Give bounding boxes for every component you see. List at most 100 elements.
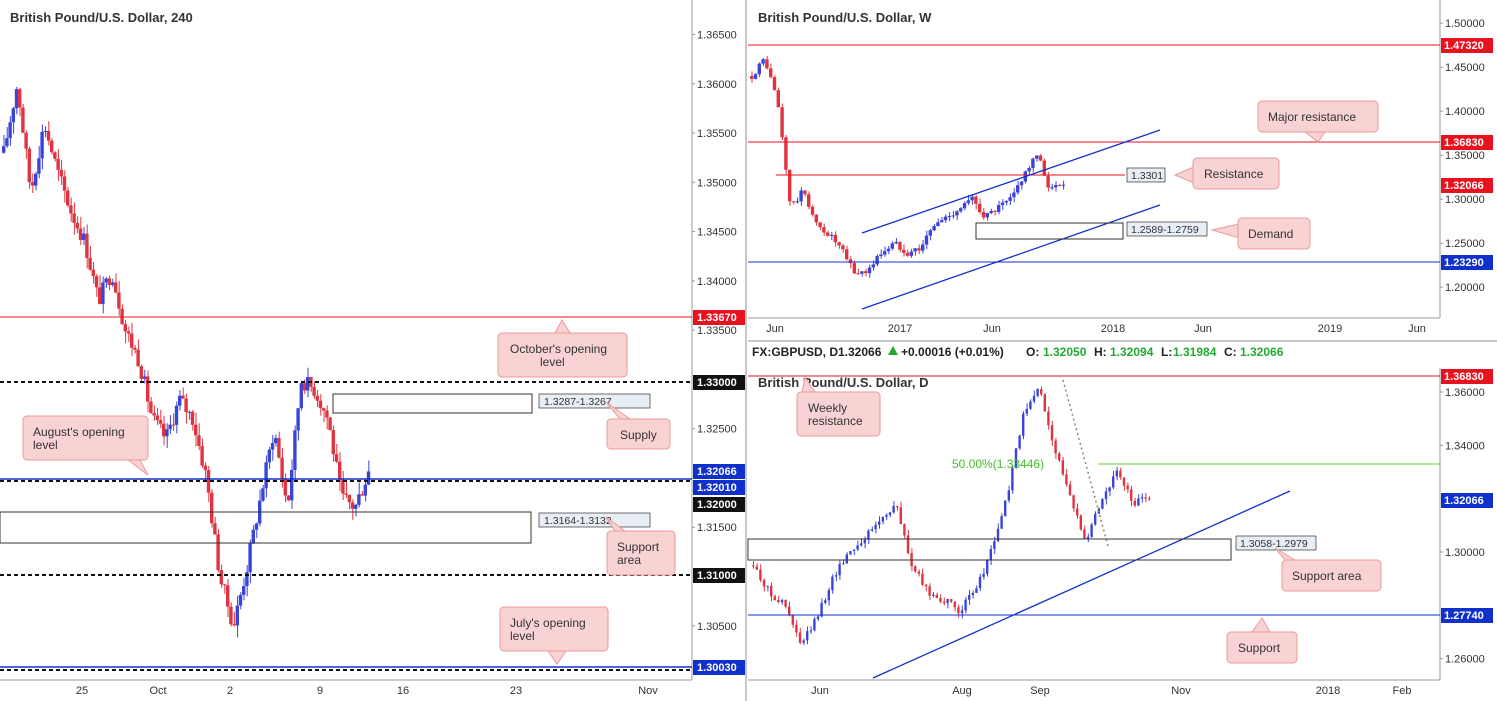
weekly-price-tags: 1.47320 1.36830 1.32066 1.23290 [1441,38,1493,270]
h4-x-ticks: 25 Oct 2 9 16 23 Nov [76,685,658,697]
candle-body [34,173,38,186]
candle-body [788,606,791,616]
candle-body [1014,448,1018,469]
candle-body [248,543,252,573]
candle-body [966,200,970,204]
candle-body [1040,389,1043,395]
candle-body [158,420,163,424]
candle-body [178,395,182,406]
candle-body [1042,160,1046,176]
daily-up-arrow-icon [888,346,898,355]
candle-body [123,324,127,332]
candle-body [827,590,830,601]
daily-low: 1.31984 [1173,345,1217,359]
candle-body [842,563,845,565]
candle-body [924,235,929,245]
candle-body [5,138,9,147]
candle-body [66,190,70,206]
candle-body [24,132,28,149]
x-tick-label: Nov [638,685,658,697]
weekly-resistance-text-1: Weekly [808,401,847,415]
candle-body [898,241,902,250]
candle-body [799,190,803,202]
x-tick-label: Jun [983,323,1001,335]
candle-body [879,254,883,257]
y-tick-label: 1.25000 [1445,238,1485,250]
weekly-tag-132066: 1.32066 [1444,180,1484,192]
candle-body [91,269,95,277]
candle-body [94,276,99,288]
x-tick-label: 9 [317,685,323,697]
weekly-channel-top [861,129,1161,234]
x-tick-label: Nov [1171,685,1191,697]
candle-body [187,411,191,413]
y-tick-label: 1.33500 [697,325,737,337]
candle-body [806,631,809,641]
candle-body [136,349,140,367]
candle-body [1140,497,1144,499]
x-tick-label: Jun [1408,323,1426,335]
candle-body [932,226,936,231]
candle-body [795,624,798,633]
candle-body [315,395,319,401]
y-tick-label: 1.30500 [697,621,737,633]
y-tick-label: 1.40000 [1445,106,1485,118]
candle-body [896,505,899,508]
candle-body [902,249,906,253]
candle-body [841,245,845,250]
candle-body [750,76,754,79]
daily-fib-swing-line [1062,379,1109,547]
candle-body [245,572,249,587]
candle-body [190,411,195,425]
candle-body [892,505,895,513]
daily-tag-132066: 1.32066 [1444,495,1484,507]
candle-body [254,523,259,530]
candle-body [360,494,364,496]
candle-body [759,569,762,581]
candle-body [130,333,134,348]
candle-body [293,430,297,471]
candle-body [989,549,992,561]
candle-body [1115,470,1118,477]
candle-body [989,210,993,214]
candle-body [856,545,859,550]
daily-trendline [872,490,1291,679]
weekly-resistance-text-2: resistance [808,414,863,428]
y-tick-label: 1.35000 [1445,150,1485,162]
candle-body [107,278,111,285]
candle-body [165,429,169,437]
candle-body [770,585,773,597]
candle-body [845,249,849,260]
candle-body [350,502,355,509]
candle-body [864,271,868,274]
candle-body [40,131,44,159]
daily-symbol: FX:GBPUSD, D [752,345,838,359]
candle-body [788,169,792,202]
weekly-demand-zone [975,222,1124,240]
y-tick-label: 1.50000 [1445,18,1485,30]
candle-body [953,601,956,608]
candle-body [8,122,12,139]
weekly-channel-bottom [861,204,1161,310]
candle-body [1079,515,1082,530]
candle-body [899,507,902,525]
candle-body [88,258,92,270]
candle-body [867,267,872,274]
h4-title: British Pound/U.S. Dollar, 240 [10,10,193,25]
candle-body [978,576,982,589]
candle-body [1019,181,1024,186]
candle-body [834,575,838,577]
candle-body [1144,497,1147,499]
y-tick-label: 1.32500 [697,424,737,436]
candle-body [82,233,86,240]
candle-body [942,601,946,604]
x-tick-label: 25 [76,685,88,697]
candle-body [766,585,769,587]
candle-body [133,347,137,350]
y-tick-label: 1.36500 [697,29,737,41]
candle-body [101,282,105,304]
candle-body [1012,192,1016,198]
candle-body [72,213,76,223]
candle-body [1031,158,1035,168]
major-resistance-text: Major resistance [1268,110,1356,124]
